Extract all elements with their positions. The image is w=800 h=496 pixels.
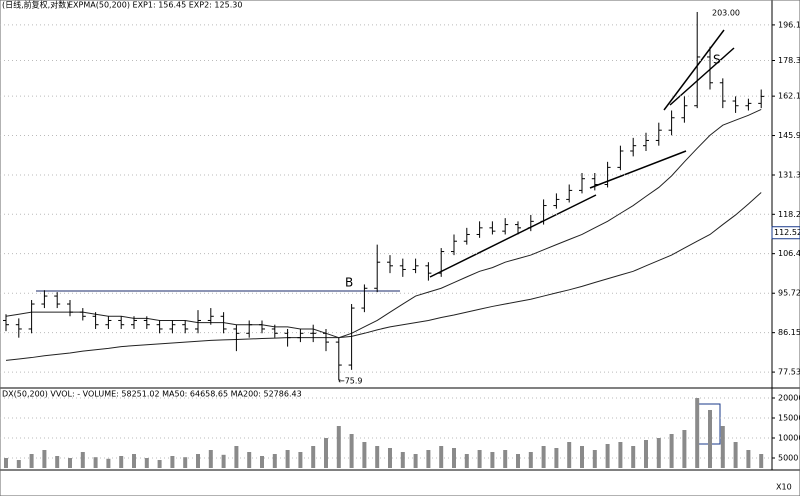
volume-bar [567, 442, 572, 468]
volume-bar [336, 426, 341, 468]
y-tick-label: 118.2 [778, 210, 800, 219]
annotation: 203.00 [712, 9, 740, 18]
trend-line [429, 194, 597, 278]
volume-bar [605, 444, 610, 468]
volume-bar [16, 460, 21, 468]
y-tick-label: 10000 [778, 434, 800, 443]
y-tick-label: 131.3 [778, 170, 800, 179]
ema-line [5, 192, 762, 361]
volume-bar [208, 450, 213, 468]
volume-bar [541, 446, 546, 468]
annotation: S [713, 53, 721, 67]
volume-bar [490, 452, 495, 468]
volume-bar [426, 450, 431, 468]
volume-bar [669, 434, 674, 468]
chart-header: (日线,前复权,对数) [2, 0, 69, 10]
volume-bar [439, 446, 444, 468]
volume-bar [503, 450, 508, 468]
volume-bar [119, 456, 124, 468]
volume-bar [695, 398, 700, 468]
volume-bar [221, 454, 226, 468]
volume-bar [413, 454, 418, 468]
volume-bar [349, 434, 354, 468]
y-tick-label: 178.3 [778, 56, 800, 65]
y-tick-label: 95.72 [778, 289, 800, 298]
volume-bar [260, 456, 264, 468]
volume-bar [362, 442, 367, 468]
volume-bar [132, 454, 136, 468]
volume-bar [631, 446, 636, 468]
y-tick-label: 5000 [778, 454, 798, 463]
y-tick-label: 15000 [778, 414, 800, 423]
volume-bar [183, 457, 188, 468]
trend-line [663, 29, 725, 111]
volume-bar [170, 456, 175, 468]
indicator-label: EXPMA(50,200) EXP1: 156.45 EXP2: 125.30 [68, 1, 242, 10]
volume-bar [759, 454, 764, 468]
y-tick-label: 196.1 [778, 20, 800, 29]
trend-line [589, 150, 687, 189]
volume-bar [452, 448, 456, 468]
volume-bar [4, 458, 8, 468]
y-tick-label: 145.9 [778, 131, 800, 140]
volume-bar [29, 454, 34, 468]
volume-bar [554, 448, 559, 468]
y-tick-label: 77.53 [778, 368, 800, 377]
volume-bar [682, 430, 687, 468]
volume-bar [618, 442, 623, 468]
volume-bar [580, 446, 584, 468]
volume-bar [80, 452, 85, 468]
volume-bar [157, 460, 162, 468]
volume-header: DX(50,200) VVOL: - VOLUME: 58251.02 MA50… [2, 390, 302, 399]
ema-line [5, 108, 762, 339]
volume-bar [42, 450, 47, 468]
volume-bar [311, 446, 316, 468]
price-marker-box [771, 226, 800, 240]
volume-bar [644, 440, 648, 468]
volume-bar [68, 458, 72, 468]
volume-bar [93, 457, 98, 468]
volume-bar [733, 442, 738, 468]
volume-bar [400, 452, 405, 468]
volume-bar [477, 450, 482, 468]
y-tick-label: 106.4 [778, 249, 800, 258]
annotation: ←75.9 [338, 377, 363, 386]
y-tick-label: 20000 [778, 394, 800, 403]
volume-bar [592, 450, 597, 468]
y-tick-label: 86.15 [778, 328, 800, 337]
annotation: B [345, 276, 353, 290]
volume-bar [298, 452, 303, 468]
volume-bar [196, 454, 200, 468]
scale-label: X10 [776, 483, 792, 492]
volume-bar [720, 426, 725, 468]
volume-bar [708, 410, 712, 468]
volume-bar [464, 454, 469, 468]
volume-bar [516, 454, 520, 468]
volume-bar [375, 446, 380, 468]
volume-bar [55, 456, 60, 468]
volume-bar [272, 454, 277, 468]
volume-bar [106, 458, 111, 468]
volume-bar [528, 452, 533, 468]
trend-line [669, 47, 735, 106]
volume-bar [234, 446, 239, 468]
volume-bar [324, 438, 328, 468]
price-marker-label: 112.52 [774, 228, 800, 237]
volume-bar [144, 458, 149, 468]
volume-bar [285, 450, 290, 468]
y-tick-label: 162.1 [778, 92, 800, 101]
volume-bar [388, 448, 392, 468]
volume-bar [656, 438, 661, 468]
volume-bar [247, 452, 252, 468]
volume-bar [746, 450, 751, 468]
